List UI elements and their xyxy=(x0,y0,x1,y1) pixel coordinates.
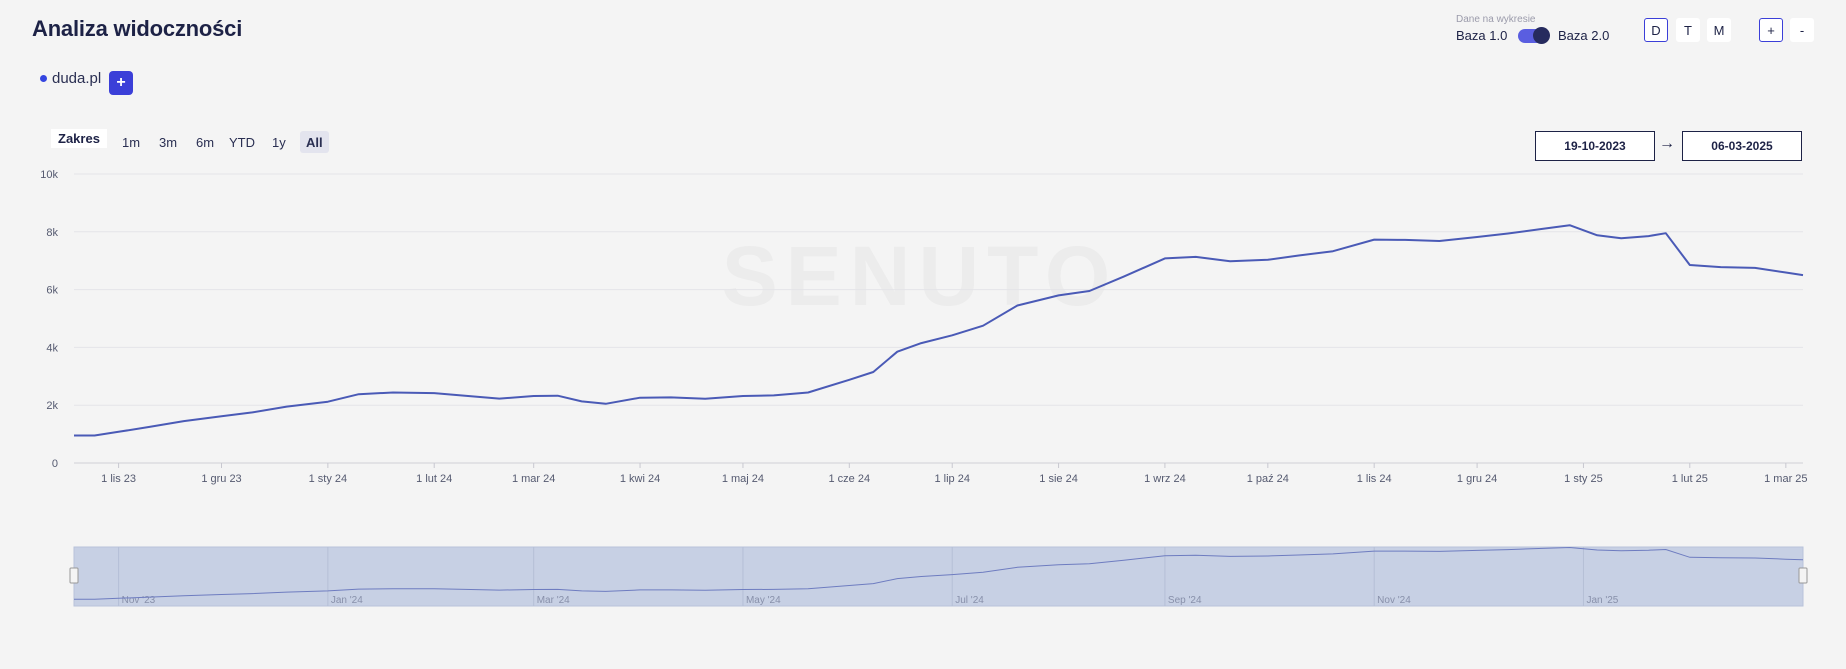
y-tick-label: 4k xyxy=(46,342,58,354)
x-tick-label: 1 sty 24 xyxy=(309,473,348,485)
y-tick-label: 8k xyxy=(46,227,58,239)
period-week-button[interactable]: T xyxy=(1676,18,1700,42)
page-title: Analiza widoczności xyxy=(32,16,243,41)
navigator-tick-label: Nov '24 xyxy=(1377,595,1411,606)
x-tick-label: 1 maj 24 xyxy=(722,473,764,485)
x-tick-label: 1 wrz 24 xyxy=(1144,473,1186,485)
period-day-button[interactable]: D xyxy=(1644,18,1668,42)
range-label: Zakres xyxy=(51,129,107,148)
x-tick-label: 1 paź 24 xyxy=(1247,473,1289,485)
range-ytd-button[interactable]: YTD xyxy=(229,134,255,150)
navigator-tick-label: Jul '24 xyxy=(955,595,984,606)
x-tick-label: 1 sty 25 xyxy=(1564,473,1603,485)
toggle-knob xyxy=(1533,27,1550,44)
x-tick-label: 1 lut 25 xyxy=(1672,473,1708,485)
date-to-input[interactable]: 06-03-2025 xyxy=(1682,131,1802,161)
add-domain-button[interactable]: + xyxy=(109,71,133,95)
navigator-tick-label: Jan '25 xyxy=(1586,595,1618,606)
data-source-caption: Dane na wykresie xyxy=(1456,14,1536,25)
navigator-tick-label: Jan '24 xyxy=(331,595,363,606)
navigator-tick-label: May '24 xyxy=(746,595,781,606)
domain-chip[interactable]: duda.pl xyxy=(40,70,101,87)
y-tick-label: 6k xyxy=(46,285,58,297)
y-tick-label: 10k xyxy=(40,169,58,181)
domain-label: duda.pl xyxy=(52,70,102,87)
range-1m-button[interactable]: 1m xyxy=(122,134,141,150)
x-tick-label: 1 mar 24 xyxy=(512,473,555,485)
navigator-selection xyxy=(73,546,1804,607)
range-6m-button[interactable]: 6m xyxy=(196,134,215,150)
series-line-duda-pl xyxy=(74,224,1804,437)
navigator-right-handle xyxy=(1798,567,1808,584)
date-arrow: → xyxy=(1659,135,1675,152)
navigator-series-line xyxy=(74,546,1804,600)
range-3m-button[interactable]: 3m xyxy=(159,134,178,150)
range-1y-button[interactable]: 1y xyxy=(272,134,286,150)
range-all-button[interactable]: All xyxy=(300,131,329,153)
base-1-label[interactable]: Baza 1.0 xyxy=(1456,28,1508,43)
x-tick-label: 1 kwi 24 xyxy=(620,473,660,485)
base-toggle[interactable] xyxy=(1518,27,1550,44)
x-tick-label: 1 lis 24 xyxy=(1357,473,1392,485)
navigator-tick-label: Sep '24 xyxy=(1168,595,1202,606)
date-from-input[interactable]: 19-10-2023 xyxy=(1535,131,1655,161)
zoom-out-button[interactable]: - xyxy=(1790,18,1814,42)
x-tick-label: 1 mar 25 xyxy=(1764,473,1807,485)
x-tick-label: 1 sie 24 xyxy=(1039,473,1078,485)
x-tick-label: 1 lut 24 xyxy=(416,473,452,485)
watermark: SENUTO xyxy=(722,229,1119,323)
x-tick-label: 1 gru 24 xyxy=(1457,473,1497,485)
series-color-dot xyxy=(40,75,47,82)
x-tick-label: 1 cze 24 xyxy=(829,473,871,485)
x-tick-label: 1 lis 23 xyxy=(101,473,136,485)
y-tick-label: 2k xyxy=(46,400,58,412)
x-tick-label: 1 lip 24 xyxy=(934,473,969,485)
x-tick-label: 1 gru 23 xyxy=(201,473,241,485)
base-2-label[interactable]: Baza 2.0 xyxy=(1558,28,1610,43)
zoom-in-button[interactable]: + xyxy=(1759,18,1783,42)
navigator-tick-label: Nov '23 xyxy=(122,595,156,606)
navigator-tick-label: Mar '24 xyxy=(537,595,570,606)
period-month-button[interactable]: M xyxy=(1707,18,1731,42)
y-tick-label: 0 xyxy=(52,458,58,470)
navigator-left-handle xyxy=(69,567,79,584)
